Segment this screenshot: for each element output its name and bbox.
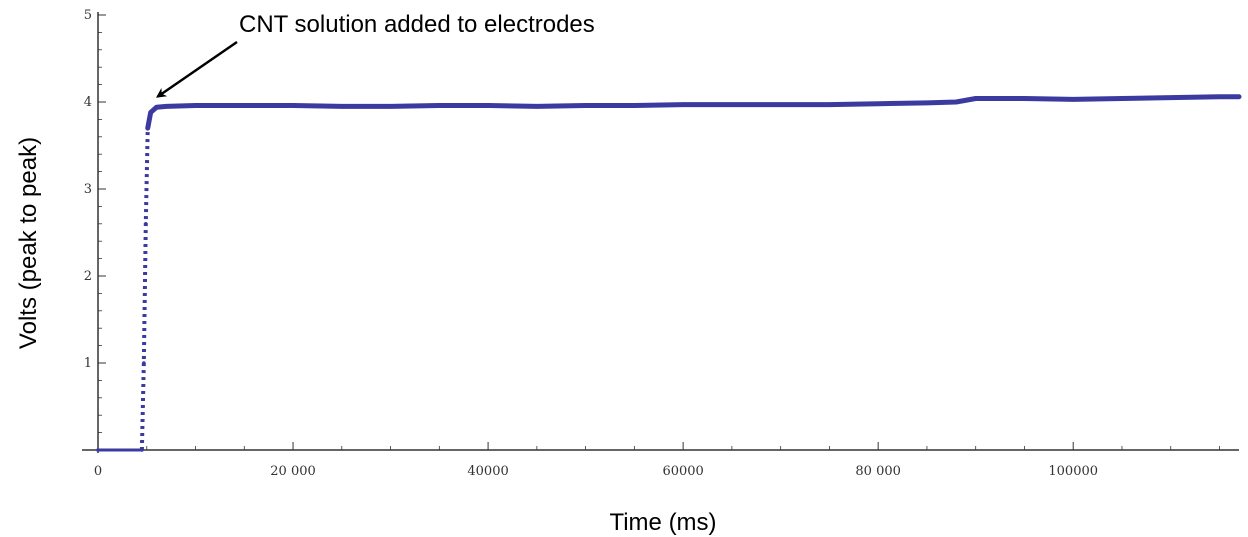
data-point bbox=[778, 102, 783, 107]
series-line-plateau bbox=[145, 94, 1242, 131]
data-point bbox=[1217, 94, 1222, 99]
data-point bbox=[291, 103, 295, 108]
data-point bbox=[1237, 94, 1241, 99]
data-point bbox=[1168, 95, 1173, 100]
data-point bbox=[925, 101, 929, 105]
data-point bbox=[973, 96, 978, 101]
x-tick-label: 20 000 bbox=[270, 464, 316, 479]
data-point bbox=[954, 100, 958, 104]
data-point bbox=[140, 448, 144, 452]
y-tick-label: 4 bbox=[84, 95, 92, 110]
data-point bbox=[142, 361, 146, 365]
data-point bbox=[154, 105, 159, 110]
data-point bbox=[681, 102, 685, 107]
y-ticks: 1 2 3 4 5 bbox=[84, 8, 106, 434]
data-point bbox=[193, 103, 198, 108]
axes bbox=[82, 12, 1239, 453]
annotation-arrow bbox=[155, 40, 238, 98]
annotation-layer: CNT solution added to electrodes bbox=[155, 11, 595, 98]
y-tick-label: 3 bbox=[84, 182, 92, 197]
x-tick-label: 0 bbox=[94, 464, 102, 479]
series-layer bbox=[96, 94, 1242, 452]
data-point bbox=[730, 102, 734, 107]
y-tick-label: 5 bbox=[84, 8, 92, 23]
data-point bbox=[164, 104, 169, 109]
data-point bbox=[583, 103, 588, 108]
data-point bbox=[148, 110, 153, 115]
data-point bbox=[535, 104, 539, 109]
x-ticks: 0 20 000 40000 60000 80 000 100000 bbox=[94, 442, 1220, 479]
data-point bbox=[242, 103, 247, 108]
series-line-rise bbox=[139, 128, 150, 451]
data-point bbox=[143, 222, 148, 226]
y-axis-title: Volts (peak to peak) bbox=[15, 137, 42, 349]
data-point bbox=[486, 103, 490, 108]
data-point bbox=[1022, 96, 1027, 101]
data-point bbox=[340, 104, 344, 109]
y-tick-label: 1 bbox=[84, 356, 92, 371]
x-tick-label: 60000 bbox=[662, 464, 703, 479]
data-point bbox=[437, 103, 442, 108]
data-point bbox=[96, 448, 100, 452]
series bbox=[96, 94, 1242, 452]
x-axis-title: Time (ms) bbox=[609, 509, 716, 536]
annotation-text: CNT solution added to electrodes bbox=[239, 11, 595, 38]
x-tick-label: 40000 bbox=[467, 464, 508, 479]
data-point bbox=[1071, 97, 1076, 102]
data-point bbox=[388, 104, 393, 109]
x-tick-label: 80 000 bbox=[855, 464, 901, 479]
data-point bbox=[632, 103, 637, 108]
data-point bbox=[1120, 96, 1124, 101]
x-tick-label: 100000 bbox=[1048, 464, 1098, 479]
data-point bbox=[876, 101, 880, 106]
data-point bbox=[145, 126, 150, 130]
data-point bbox=[827, 102, 832, 107]
y-tick-label: 2 bbox=[84, 269, 92, 284]
